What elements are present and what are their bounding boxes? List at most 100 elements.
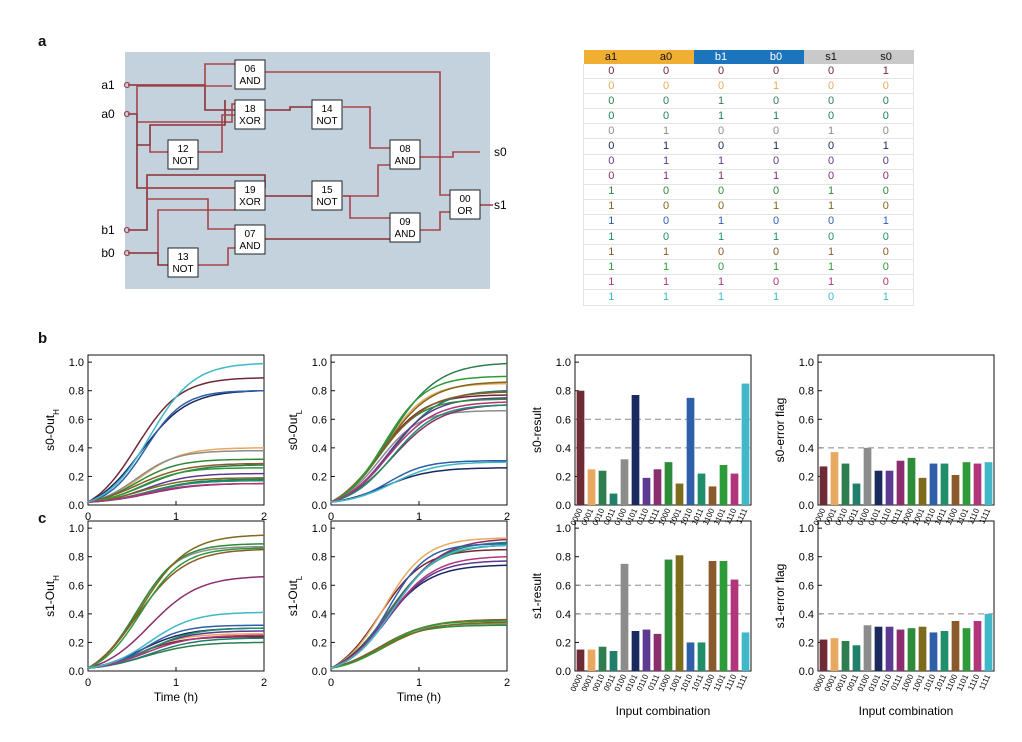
category-label: 1111: [977, 507, 992, 526]
table-cell: 1: [748, 229, 804, 246]
y-tick-label: 0.4: [799, 609, 814, 621]
y-tick-label: 0.8: [69, 386, 84, 398]
y-tick-label: 0.0: [69, 500, 84, 512]
table-cell: 0: [638, 64, 694, 80]
table-cell: 1: [803, 274, 859, 291]
y-tick-label: 1.0: [312, 357, 327, 369]
series-line: [87, 547, 265, 669]
table-cell: 0: [858, 93, 914, 110]
table-cell: 0: [803, 154, 859, 170]
y-tick-label: 0.0: [312, 666, 327, 678]
y-tick-label: 1.0: [312, 523, 327, 535]
y-tick-label: 0.2: [556, 637, 571, 649]
gate-type: NOT: [316, 197, 337, 208]
y-tick-label: 0.8: [799, 552, 814, 564]
table-cell: 1: [638, 123, 694, 140]
table-cell: 0: [803, 64, 859, 80]
table-cell: 0: [638, 108, 694, 125]
bar: [852, 645, 861, 671]
table-cell: 1: [638, 169, 694, 185]
y-axis-label-main: s1-Out: [286, 580, 300, 617]
table-cell: 1: [693, 108, 749, 125]
chart-0: 0.0 0.2 0.4 0.6 0.8 1.0 s0-OutH 0 1 2: [43, 354, 267, 523]
x-tick-label: 2: [504, 511, 510, 523]
gate-type: AND: [239, 76, 260, 87]
gate-type: OR: [458, 206, 473, 217]
category-label: 1111: [734, 673, 749, 692]
table-cell: 0: [748, 123, 804, 140]
circuit-wire: [420, 151, 480, 158]
bar: [697, 473, 706, 505]
circuit-wire: [343, 164, 390, 197]
y-tick-label: 0.0: [799, 666, 814, 678]
y-tick-label: 0.8: [312, 552, 327, 564]
series-line: [87, 362, 265, 503]
x-tick-label: 1: [416, 511, 422, 523]
y-tick-label: 0.2: [69, 471, 84, 483]
y-axis-label: s0-OutH: [43, 409, 61, 451]
y-axis-label-sub: H: [52, 575, 61, 581]
y-tick-label: 0.8: [556, 386, 571, 398]
table-cell: 0: [583, 64, 639, 80]
series-line: [87, 482, 264, 503]
gate-box: [234, 224, 266, 255]
table-cell: 1: [748, 169, 804, 185]
bar: [642, 629, 651, 671]
gate-type: AND: [394, 229, 415, 240]
table-cell: 0: [803, 108, 859, 125]
table-cell: 1: [638, 138, 694, 155]
table-cell: 1: [748, 199, 804, 215]
bar: [984, 613, 993, 671]
series-line: [330, 409, 508, 503]
table-cell: 1: [858, 214, 914, 231]
table-cell: 0: [693, 199, 749, 215]
plot-frame: [574, 354, 752, 506]
y-axis-label: s1-result: [530, 572, 544, 619]
series-line: [87, 449, 264, 503]
bar: [664, 559, 673, 671]
gate-box: [311, 180, 343, 211]
table-cell: 1: [638, 274, 694, 291]
table-cell: 0: [858, 229, 914, 246]
input-pin-a1: [123, 81, 131, 89]
table-cell: 0: [858, 78, 914, 95]
gate-box: [234, 99, 266, 130]
bar: [863, 447, 872, 505]
bar: [929, 463, 938, 505]
table-cell: 0: [583, 93, 639, 110]
bar: [929, 632, 938, 671]
circuit-wire: [343, 195, 390, 219]
bar: [918, 477, 927, 505]
y-tick-label: 0.2: [556, 471, 571, 483]
table-cell: 0: [858, 184, 914, 200]
gate-type: NOT: [316, 116, 337, 127]
gate-id: 13: [177, 252, 189, 263]
table-cell: 0: [693, 123, 749, 140]
table-cell: 1: [748, 78, 804, 95]
table-cell: 0: [858, 199, 914, 215]
table-cell: 1: [693, 214, 749, 231]
gate-box: [167, 247, 199, 278]
bar: [576, 390, 585, 505]
x-axis-label: Time (h): [154, 690, 198, 704]
table-cell: 0: [748, 274, 804, 291]
table-cell: 0: [858, 259, 914, 276]
chart-7: 0.0 0.2 0.4 0.6 0.8 1.0 s1-error flag Input com…: [773, 520, 995, 718]
y-tick-label: 0.6: [312, 414, 327, 426]
y-tick-label: 0.2: [312, 471, 327, 483]
table-cell: 0: [858, 154, 914, 170]
x-tick-label: 0: [328, 511, 334, 523]
series-line: [87, 389, 265, 503]
bar: [653, 633, 662, 671]
panel-label-c: c: [38, 510, 47, 527]
table-cell: 1: [693, 289, 749, 306]
chart-2: 0.00.20.40.60.81.0s0-result0000000100100…: [530, 354, 752, 527]
table-cell: 1: [748, 138, 804, 155]
table-cell: 0: [748, 64, 804, 80]
